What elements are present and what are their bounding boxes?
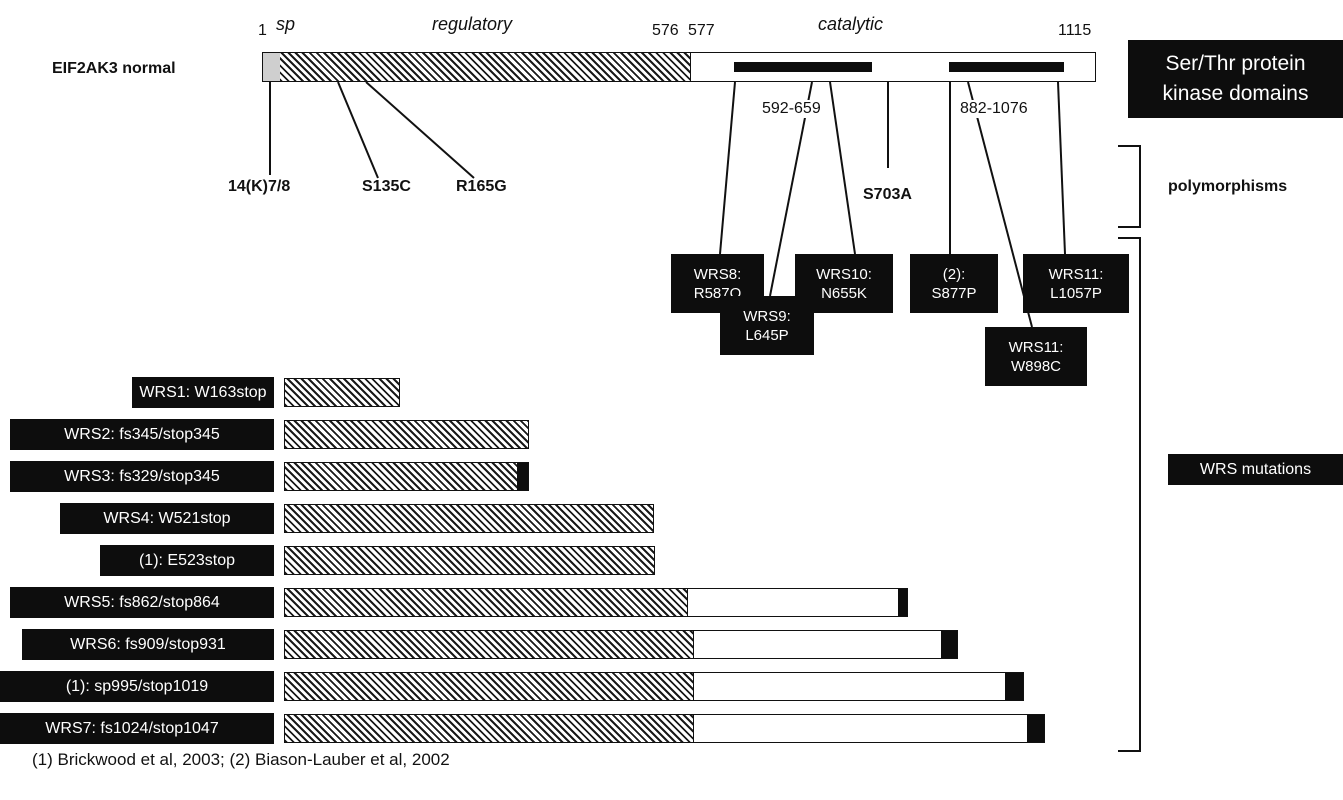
regulatory-segment bbox=[285, 379, 399, 406]
line-r587q bbox=[719, 81, 736, 255]
region-sp-label: sp bbox=[276, 14, 296, 34]
regulatory-segment bbox=[285, 631, 693, 658]
pos-1: 1 bbox=[258, 22, 267, 39]
signal-peptide-segment bbox=[263, 53, 280, 81]
regulatory-segment bbox=[280, 53, 690, 81]
catalytic-segment bbox=[692, 673, 1006, 700]
truncation-bar bbox=[284, 672, 1025, 701]
missense-s877p: (2): S877P bbox=[910, 254, 998, 313]
wrs-bracket bbox=[1118, 237, 1141, 752]
polymorphisms-label: polymorphisms bbox=[1168, 178, 1288, 195]
polymorphism-bracket bbox=[1118, 145, 1141, 228]
missense-wrs10: WRS10: N655K bbox=[795, 254, 893, 313]
protein-bar bbox=[262, 52, 1096, 82]
line-n655k bbox=[829, 81, 856, 255]
catalytic-segment bbox=[687, 589, 898, 616]
frameshift-segment bbox=[941, 631, 958, 658]
polymorphism-14k: 14(K)7/8 bbox=[228, 178, 291, 195]
regulatory-segment bbox=[285, 547, 655, 574]
catalytic-segment bbox=[692, 631, 942, 658]
truncation-label: WRS2: fs345/stop345 bbox=[10, 419, 274, 450]
polymorphism-s135c: S135C bbox=[362, 178, 411, 195]
polymorphism-r165g: R165G bbox=[456, 178, 507, 195]
truncation-bar bbox=[284, 420, 529, 449]
wrs-mutations-label: WRS mutations bbox=[1168, 454, 1343, 485]
regulatory-segment bbox=[285, 715, 693, 742]
truncation-bar bbox=[284, 714, 1046, 743]
kinase-domain-1 bbox=[734, 62, 872, 72]
truncation-bar bbox=[284, 588, 909, 617]
frameshift-segment bbox=[516, 463, 528, 490]
truncation-label: WRS3: fs329/stop345 bbox=[10, 461, 274, 492]
kinase-domain-2 bbox=[949, 62, 1064, 72]
truncation-bar bbox=[284, 630, 959, 659]
region-regulatory-label: regulatory bbox=[432, 14, 513, 34]
truncation-bar bbox=[284, 504, 654, 533]
domain-range-1: 592-659 bbox=[762, 100, 821, 118]
regulatory-segment bbox=[285, 463, 517, 490]
truncation-label: WRS7: fs1024/stop1047 bbox=[0, 713, 274, 744]
truncation-label: (1): sp995/stop1019 bbox=[0, 671, 274, 702]
truncation-bar bbox=[284, 462, 529, 491]
pos-576: 576 bbox=[652, 22, 679, 39]
frameshift-segment bbox=[897, 589, 908, 616]
regulatory-segment bbox=[285, 589, 688, 616]
regulatory-segment bbox=[285, 505, 653, 532]
missense-wrs11-w898c: WRS11: W898C bbox=[985, 327, 1087, 386]
frameshift-segment bbox=[1005, 673, 1024, 700]
truncation-label: WRS5: fs862/stop864 bbox=[10, 587, 274, 618]
pos-1115: 1115 bbox=[1058, 22, 1092, 39]
polymorphism-s703a: S703A bbox=[863, 186, 912, 203]
line-w898c bbox=[967, 81, 1033, 328]
truncation-label: WRS6: fs909/stop931 bbox=[22, 629, 274, 660]
truncation-bar bbox=[284, 378, 400, 407]
kinase-domains-label: Ser/Thr protein kinase domains bbox=[1128, 40, 1343, 118]
frameshift-segment bbox=[1027, 715, 1045, 742]
truncation-label: WRS1: W163stop bbox=[132, 377, 274, 408]
regulatory-segment bbox=[285, 421, 528, 448]
missense-wrs11-l1057p: WRS11: L1057P bbox=[1023, 254, 1129, 313]
line-s135c bbox=[337, 81, 379, 179]
truncation-label: WRS4: W521stop bbox=[60, 503, 274, 534]
domain-range-2: 882-1076 bbox=[960, 100, 1028, 118]
regulatory-segment bbox=[285, 673, 693, 700]
truncation-bar bbox=[284, 546, 656, 575]
line-r165g bbox=[365, 81, 475, 179]
truncation-label: (1): E523stop bbox=[100, 545, 274, 576]
protein-name: EIF2AK3 normal bbox=[52, 60, 176, 77]
pos-577: 577 bbox=[688, 22, 715, 39]
catalytic-segment bbox=[692, 715, 1028, 742]
line-l1057p bbox=[1057, 81, 1066, 255]
domain-boundary bbox=[690, 53, 691, 81]
region-catalytic-label: catalytic bbox=[818, 14, 884, 34]
footer-references: (1) Brickwood et al, 2003; (2) Biason-La… bbox=[32, 750, 450, 769]
